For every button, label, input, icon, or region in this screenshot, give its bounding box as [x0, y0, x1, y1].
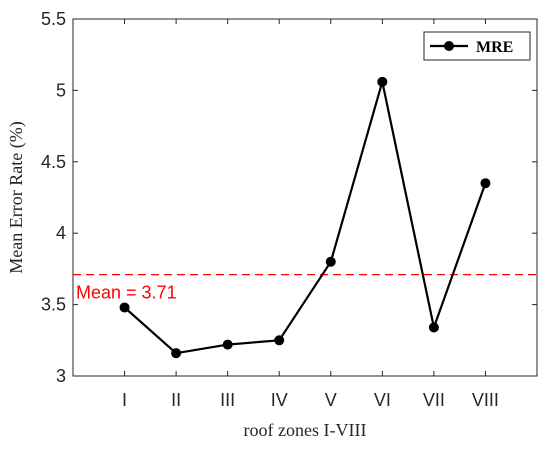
legend-entry-mre: MRE: [476, 39, 513, 56]
data-point: [325, 256, 336, 267]
y-tick-label: 4: [56, 223, 66, 243]
y-tick-label: 5.5: [41, 9, 66, 29]
x-axis-title: roof zones I-VIII: [244, 420, 367, 440]
data-point: [274, 335, 285, 346]
y-tick-label: 4.5: [41, 152, 66, 172]
plot-area-frame: [72, 18, 538, 377]
legend-marker-sample: [444, 41, 454, 51]
y-tick-label: 5: [56, 80, 66, 100]
data-point: [480, 178, 491, 189]
x-tick-label: III: [220, 390, 235, 410]
series-markers-mre: [119, 76, 491, 359]
data-point: [171, 348, 182, 359]
y-axis-ticks: 3 3.5 4 4.5 5 5.5: [41, 9, 537, 386]
mean-reference-label: Mean = 3.71: [76, 283, 177, 303]
data-point: [428, 322, 439, 333]
y-tick-label: 3.5: [41, 295, 66, 315]
data-point: [119, 302, 130, 313]
x-tick-label: VII: [423, 390, 445, 410]
x-tick-label: IV: [271, 390, 288, 410]
x-tick-label: I: [122, 390, 127, 410]
series-line-mre: [123, 80, 487, 355]
legend: MRE: [423, 31, 531, 61]
y-tick-label: 3: [56, 366, 66, 386]
data-point: [377, 76, 388, 87]
x-tick-label: V: [325, 390, 337, 410]
x-axis-ticks: I II III IV V VI VII VIII: [122, 19, 499, 410]
x-tick-label: VI: [374, 390, 391, 410]
data-point: [222, 339, 233, 350]
x-tick-label: II: [171, 390, 181, 410]
y-axis-title: Mean Error Rate (%): [6, 121, 27, 273]
x-tick-label: VIII: [472, 390, 499, 410]
